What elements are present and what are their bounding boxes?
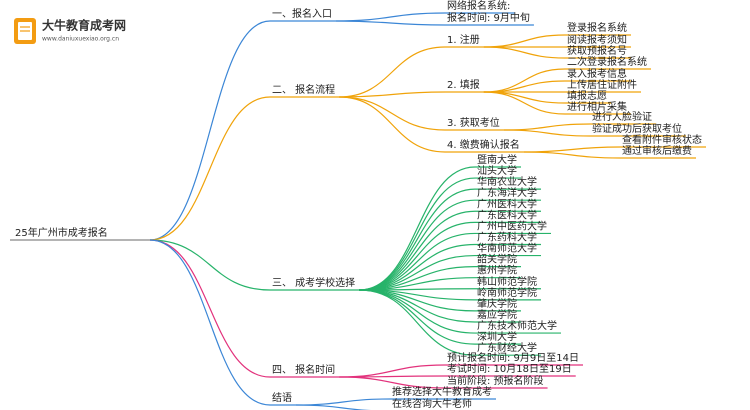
connector <box>523 151 621 159</box>
connector <box>359 166 476 291</box>
child-label: 考试时间: 10月18日至19日 <box>447 362 572 375</box>
connector <box>359 210 476 291</box>
child-label: 4. 缴费确认报名 <box>447 138 520 151</box>
connector <box>335 20 446 26</box>
child-label: 当前阶段: 预报名阶段 <box>447 374 544 387</box>
child-label: 广东财经大学 <box>477 341 537 354</box>
leaf-label: 获取预报名号 <box>567 44 627 57</box>
child-label: 惠州学院 <box>477 264 517 277</box>
leaf-label: 进行人脸验证 <box>592 110 652 123</box>
child-label: 韩山师范学院 <box>477 275 537 288</box>
connector <box>359 254 476 291</box>
leaf-label: 通过审核后缴费 <box>622 144 692 157</box>
connector <box>295 404 372 410</box>
leaf-label: 上传居住证附件 <box>567 78 637 91</box>
connector <box>483 46 566 59</box>
connector <box>339 46 446 98</box>
branch-label: 一、报名入口 <box>272 7 332 20</box>
connector <box>339 91 446 98</box>
child-label: 华南师范大学 <box>477 242 537 255</box>
connector <box>359 289 476 334</box>
child-label: 推荐选择大牛教育成考 <box>392 385 492 398</box>
logo-url: www.daniuxuexiao.org.cn <box>42 36 119 43</box>
child-label: 报名时间: 9月中旬 <box>447 11 530 24</box>
leaf-label: 录入报考信息 <box>567 67 627 80</box>
connector <box>339 96 446 153</box>
connector <box>339 96 446 131</box>
child-label: 广东海洋大学 <box>477 186 537 199</box>
connector <box>149 239 271 291</box>
child-label: 暨南大学 <box>477 153 517 166</box>
leaf-label: 阅读报考须知 <box>567 33 627 46</box>
connector <box>359 289 476 356</box>
branch-label: 三、 成考学校选择 <box>272 276 355 289</box>
connector <box>295 398 391 406</box>
child-label: 嘉应学院 <box>477 308 517 321</box>
child-label: 韶关学院 <box>477 253 517 266</box>
connector <box>483 68 566 93</box>
connector <box>359 289 476 345</box>
connector <box>339 364 446 378</box>
leaf-label: 填报志愿 <box>567 89 607 102</box>
connector <box>339 376 446 389</box>
connector <box>335 12 446 22</box>
child-label: 华南农业大学 <box>477 175 537 188</box>
child-label: 在线咨询大牛老师 <box>392 397 472 410</box>
branch-label: 结语 <box>272 391 292 404</box>
child-label: 广东医科大学 <box>477 208 537 221</box>
child-label: 汕头大学 <box>477 164 517 177</box>
branch-label: 四、 报名时间 <box>272 363 335 376</box>
connector <box>523 146 621 153</box>
branch-label: 二、 报名流程 <box>272 83 335 96</box>
child-label: 广东技术师范大学 <box>477 319 557 332</box>
leaf-label: 登录报名系统 <box>567 21 627 34</box>
connector <box>149 20 271 241</box>
logo: 大牛教育成考网 www.daniuxuexiao.org.cn <box>14 18 126 44</box>
connector <box>483 34 566 48</box>
child-label: 岭南师范学院 <box>477 286 537 299</box>
child-label: 肇庆学院 <box>477 297 517 310</box>
leaf-label: 查看附件审核状态 <box>622 133 702 146</box>
child-label: 预计报名时间: 9月9日至14日 <box>447 351 579 364</box>
connector <box>359 188 476 291</box>
connector <box>503 123 591 131</box>
connector <box>503 129 591 137</box>
child-label: 广州中医药大学 <box>477 219 547 232</box>
child-label: 网络报名系统: <box>447 0 510 12</box>
connector <box>149 239 271 378</box>
connector <box>149 96 271 241</box>
connector <box>483 80 566 93</box>
connector <box>359 232 476 291</box>
connector <box>483 91 566 104</box>
leaf-label: 验证成功后获取考位 <box>592 122 682 135</box>
leaf-label: 进行相片采集 <box>567 100 627 113</box>
logo-name: 大牛教育成考网 <box>42 18 126 33</box>
child-label: 1. 注册 <box>447 33 480 46</box>
connector <box>359 289 476 312</box>
child-label: 3. 获取考位 <box>447 116 500 129</box>
leaf-label: 二次登录报名系统 <box>567 55 647 68</box>
child-label: 广东药科大学 <box>477 230 537 243</box>
root-node: 25年广州市成考报名 <box>15 226 108 239</box>
child-label: 广州医科大学 <box>477 197 537 210</box>
child-label: 2. 填报 <box>447 78 480 91</box>
connector <box>149 239 271 406</box>
connector <box>483 91 566 115</box>
child-label: 深圳大学 <box>477 330 517 343</box>
